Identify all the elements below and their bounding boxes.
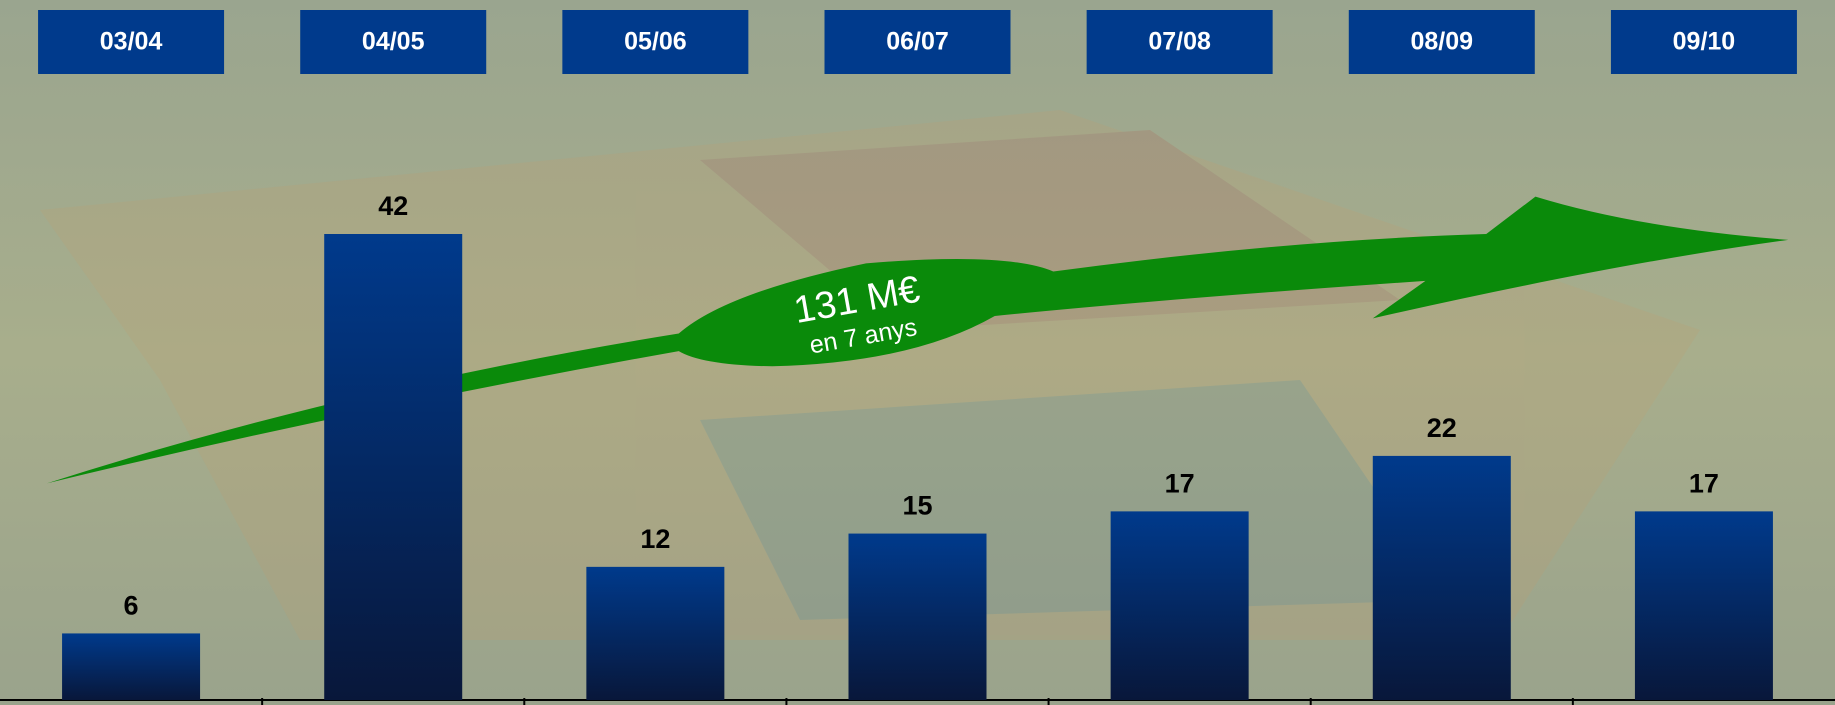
bar xyxy=(586,566,725,700)
value-label: 42 xyxy=(378,191,408,221)
category-box xyxy=(1348,10,1535,74)
category-box xyxy=(824,10,1011,74)
category-label: 04/05 xyxy=(362,28,425,56)
bar xyxy=(62,633,201,700)
category-box xyxy=(562,10,749,74)
value-label: 17 xyxy=(1165,469,1195,499)
bar xyxy=(1372,455,1511,700)
value-label: 15 xyxy=(902,491,932,521)
value-label: 17 xyxy=(1689,469,1719,499)
category-label: 05/06 xyxy=(624,28,687,56)
category-label: 06/07 xyxy=(886,28,949,56)
category-box xyxy=(1610,10,1797,74)
bar xyxy=(1634,511,1773,700)
value-label: 12 xyxy=(640,524,670,554)
category-label: 03/04 xyxy=(100,28,163,56)
category-label: 09/10 xyxy=(1673,28,1736,56)
bar xyxy=(324,234,463,700)
value-label: 6 xyxy=(124,591,139,621)
category-label: 08/09 xyxy=(1411,28,1474,56)
category-box xyxy=(1086,10,1273,74)
category-label: 07/08 xyxy=(1148,28,1211,56)
bar xyxy=(848,533,987,700)
growth-arrow xyxy=(46,196,1789,484)
value-label: 22 xyxy=(1427,413,1457,443)
category-box xyxy=(38,10,225,74)
category-box xyxy=(300,10,487,74)
bar xyxy=(1110,511,1249,700)
